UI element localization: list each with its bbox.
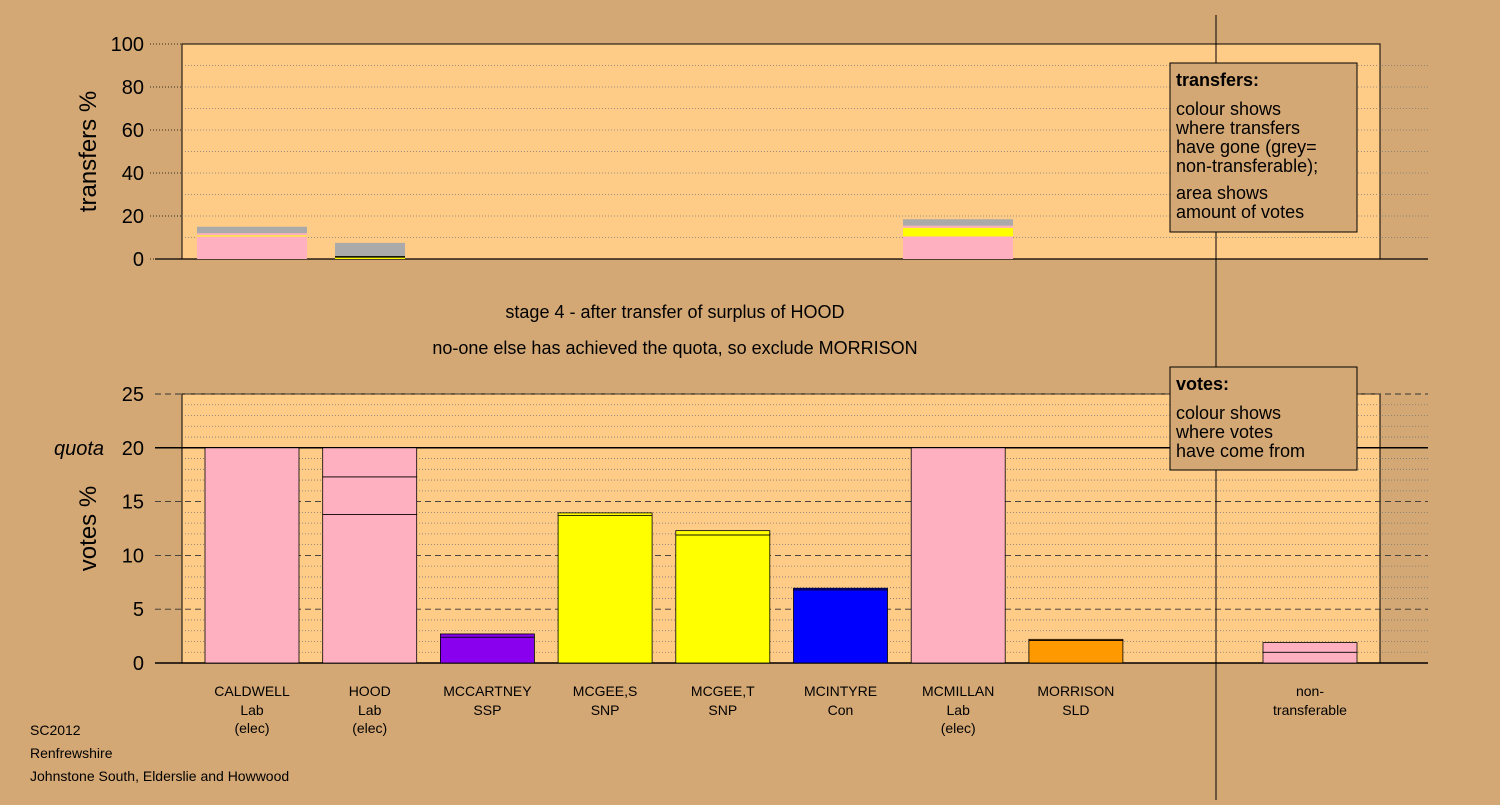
vote-bar-morrison	[1028, 638, 1124, 641]
transfers-legend-box	[1169, 62, 1358, 233]
candidate-status-mcmillan: (elec)	[941, 720, 976, 736]
transfers-tick-label: 40	[122, 163, 144, 185]
votes-legend-line: have come from	[1176, 441, 1305, 461]
vote-bar-caldwell	[204, 447, 300, 664]
transfers-tick-label: 60	[122, 120, 144, 142]
transfer-segment-mcmillan	[903, 236, 1013, 259]
vote-bar-mcmillan	[910, 447, 1006, 664]
candidate-name-mcintyre: MCINTYRE	[804, 683, 877, 699]
vote-bar-mcgee-t	[675, 530, 771, 536]
candidate-party-morrison: SLD	[1062, 702, 1089, 718]
vote-bar-mcgee-t	[675, 534, 771, 664]
vote-bar-mcgee-s	[557, 515, 653, 664]
vote-bar-non-transferable	[1262, 642, 1358, 653]
vote-bar-mcintyre	[793, 589, 888, 664]
vote-bar-hood	[322, 476, 418, 515]
candidate-party-mcgee-t: SNP	[708, 702, 737, 718]
non-transferable-label-1: non-	[1296, 683, 1324, 699]
vote-bar-mcintyre	[793, 587, 888, 591]
transfers-legend-line: amount of votes	[1176, 202, 1304, 222]
candidate-status-caldwell: (elec)	[234, 720, 269, 736]
quota-label: quota	[54, 438, 104, 460]
vote-bar-morrison	[1028, 640, 1124, 664]
candidate-name-morrison: MORRISON	[1037, 683, 1114, 699]
candidate-name-caldwell: CALDWELL	[214, 683, 290, 699]
candidate-party-hood: Lab	[358, 702, 382, 718]
transfers-tick-label: 0	[133, 249, 144, 271]
non-transferable-label-2: transferable	[1273, 702, 1347, 718]
transfers-tick-label: 100	[111, 34, 144, 56]
transfers-tick-label: 20	[122, 206, 144, 228]
stage-description: stage 4 - after transfer of surplus of H…	[505, 302, 844, 322]
candidate-party-mcgee-s: SNP	[591, 702, 620, 718]
transfer-segment-hood	[335, 242, 405, 257]
transfers-legend-line: where transfers	[1175, 118, 1300, 138]
candidate-party-caldwell: Lab	[240, 702, 264, 718]
transfers-legend-line: area shows	[1176, 183, 1268, 203]
transfer-segment-mcmillan	[903, 219, 1013, 226]
candidate-party-mcmillan: Lab	[947, 702, 971, 718]
candidate-name-hood: HOOD	[349, 683, 391, 699]
votes-y-axis-label: votes %	[75, 486, 102, 571]
votes-tick-label: 0	[133, 653, 144, 675]
votes-tick-label: 15	[122, 492, 144, 514]
transfer-segment-mcmillan	[903, 227, 1013, 237]
transfers-tick-label: 80	[122, 77, 144, 99]
footer-ward: Johnstone South, Elderslie and Howwood	[30, 768, 290, 784]
vote-bar-mcgee-s	[557, 512, 653, 516]
votes-legend-box	[1169, 366, 1358, 471]
vote-bar-hood	[322, 447, 418, 478]
candidate-party-mcintyre: Con	[828, 702, 854, 718]
vote-bar-non-transferable	[1262, 651, 1358, 664]
candidate-party-mccartney: SSP	[473, 702, 501, 718]
candidate-name-mcgee-t: MCGEE,T	[691, 683, 755, 699]
candidate-name-mcmillan: MCMILLAN	[922, 683, 994, 699]
transfers-legend-line: have gone (grey=	[1176, 137, 1317, 157]
vote-bar-mccartney	[439, 633, 535, 638]
transfer-segment-caldwell	[197, 233, 307, 236]
footer-council: Renfrewshire	[30, 745, 113, 761]
transfers-legend-line: non-transferable);	[1176, 156, 1318, 176]
vote-bar-hood	[322, 514, 418, 664]
transfers-legend-title: transfers:	[1176, 70, 1259, 90]
candidate-status-hood: (elec)	[352, 720, 387, 736]
votes-tick-label: 25	[122, 384, 144, 406]
votes-legend-title: votes:	[1176, 374, 1229, 394]
transfer-segment-caldwell	[197, 226, 307, 234]
candidate-name-mcgee-s: MCGEE,S	[573, 683, 638, 699]
votes-legend-line: where votes	[1175, 422, 1273, 442]
transfer-segment-caldwell	[197, 236, 307, 259]
transfer-segment-mcmillan	[903, 225, 1013, 228]
transfers-y-axis-label: transfers %	[75, 91, 102, 212]
stage-exclusion: no-one else has achieved the quota, so e…	[432, 338, 917, 358]
transfers-legend-line: colour shows	[1176, 99, 1281, 119]
transfer-segment-hood	[335, 256, 405, 259]
votes-tick-label: 20	[122, 438, 144, 460]
votes-legend-line: colour shows	[1176, 403, 1281, 423]
footer-election: SC2012	[30, 722, 81, 738]
candidate-name-mccartney: MCCARTNEY	[443, 683, 532, 699]
vote-bar-mccartney	[439, 636, 535, 664]
votes-tick-label: 5	[133, 599, 144, 621]
transfer-segment-caldwell	[197, 235, 307, 237]
votes-tick-label: 10	[122, 545, 144, 567]
